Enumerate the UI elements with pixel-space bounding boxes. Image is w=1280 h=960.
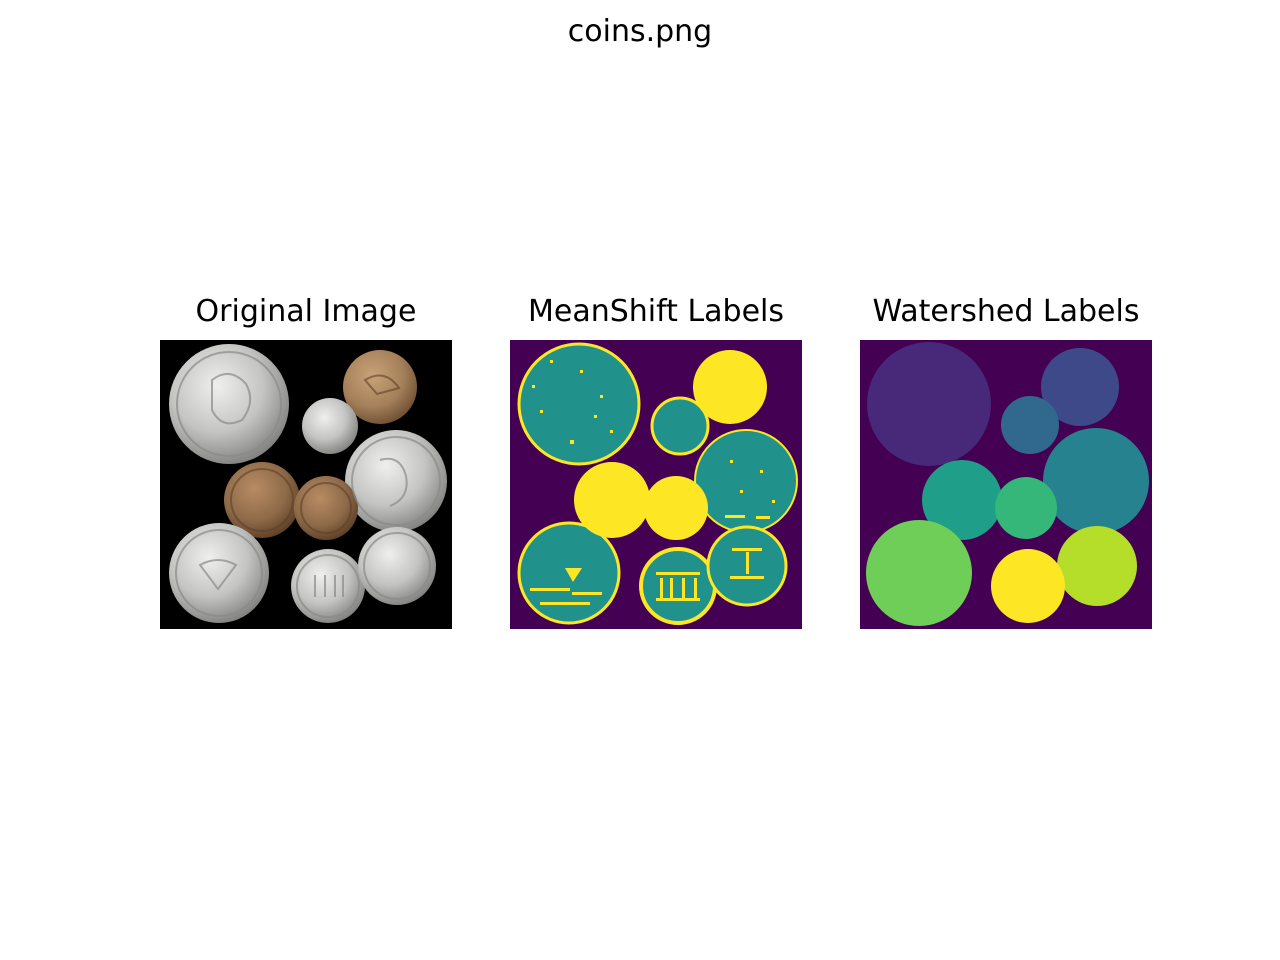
watershed-region-9 (991, 549, 1065, 623)
figure-title: coins.png (0, 14, 1280, 50)
meanshift-region-teal (641, 549, 715, 623)
watershed-region-3 (1001, 396, 1059, 454)
coin-silver-half-right (345, 430, 447, 532)
coin-copper-small (294, 476, 358, 540)
original-image (160, 340, 452, 629)
coin-silver-dollar (169, 344, 289, 464)
meanshift-region-teal (695, 430, 797, 532)
panel-title-watershed: Watershed Labels (816, 294, 1196, 330)
panel-title-original: Original Image (116, 294, 496, 330)
watershed-region-4 (1043, 428, 1149, 534)
meanshift-region-teal (519, 344, 639, 464)
panel-title-meanshift: MeanShift Labels (466, 294, 846, 330)
watershed-region-7 (866, 520, 972, 626)
coin-silver-bottom-right (358, 527, 436, 605)
watershed-region-8 (1057, 526, 1137, 606)
meanshift-labels-image (510, 340, 802, 629)
watershed-region-6 (995, 477, 1057, 539)
watershed-region-1 (867, 342, 991, 466)
meanshift-region-yellow (574, 462, 650, 538)
coin-silver-bottom-mid (291, 549, 365, 623)
meanshift-region-yellow (693, 350, 767, 424)
coin-silver-bottom-left (169, 523, 269, 623)
meanshift-region-yellow (644, 476, 708, 540)
watershed-labels-image (860, 340, 1152, 629)
coin-small-silver (302, 398, 358, 454)
